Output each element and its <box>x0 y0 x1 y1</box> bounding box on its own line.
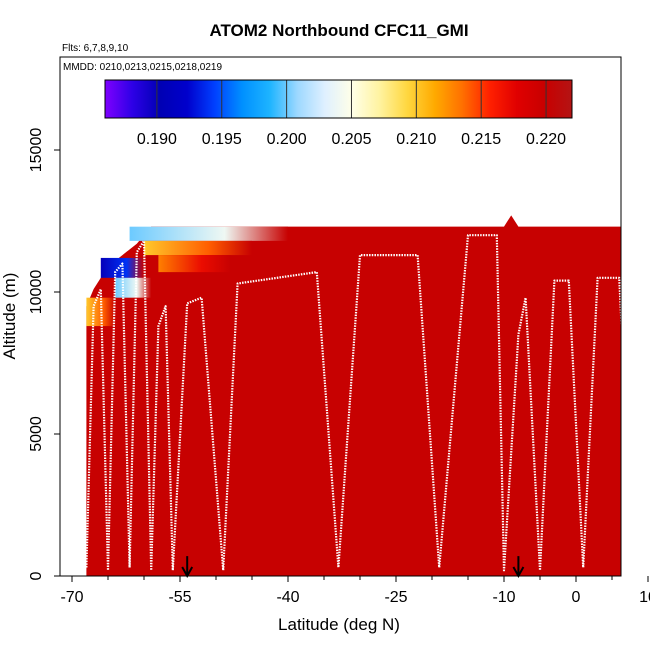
y-axis-label: Altitude (m) <box>0 273 19 360</box>
x-tick-label: 10 <box>639 589 650 606</box>
colorbar-tick-label: 0.215 <box>461 131 501 148</box>
x-tick-label: 0 <box>572 589 581 606</box>
x-tick-label: -10 <box>492 589 515 606</box>
x-tick-label: -25 <box>384 589 407 606</box>
heatmap-area <box>86 215 621 576</box>
heatmap-layer <box>158 255 231 273</box>
x-axis: -70-55-40-25-1001020304050607080 <box>60 576 650 606</box>
colorbar-tick-label: 0.190 <box>137 131 177 148</box>
x-tick-label: -40 <box>276 589 299 606</box>
colorbar-tick-label: 0.200 <box>267 131 307 148</box>
heatmap-layer <box>144 240 252 256</box>
colorbar-tick-label: 0.195 <box>202 131 242 148</box>
heatmap-layer <box>129 226 288 241</box>
x-axis-label: Latitude (deg N) <box>278 615 400 634</box>
colorbar-tick-label: 0.220 <box>526 131 566 148</box>
colorbar-frame <box>104 79 573 119</box>
heatmap-layer <box>100 257 144 278</box>
colorbar: 0.190 0.195 0.200 0.205 0.210 0.215 0.220 <box>104 79 573 148</box>
colorbar-tick-label: 0.205 <box>331 131 371 148</box>
plot-frame <box>59 56 622 577</box>
x-tick-label: -55 <box>168 589 191 606</box>
y-tick-label: 0 <box>28 571 45 580</box>
flights-subtitle: Flts: 6,7,8,9,10 <box>62 43 129 54</box>
colorbar-gradient <box>105 80 572 118</box>
chart-title: ATOM2 Northbound CFC11_GMI <box>209 21 468 40</box>
colorbar-tick-label: 0.210 <box>396 131 436 148</box>
heatmap-layer <box>115 277 152 298</box>
x-tick-label: -70 <box>60 589 83 606</box>
dates-subtitle: MMDD: 0210,0213,0215,0218,0219 <box>63 62 222 73</box>
y-tick-label: 10000 <box>28 270 45 315</box>
heatmap-region <box>86 215 621 576</box>
y-axis: 0 5000 10000 15000 <box>28 128 60 580</box>
y-tick-label: 5000 <box>28 416 45 452</box>
y-tick-label: 15000 <box>28 128 45 173</box>
